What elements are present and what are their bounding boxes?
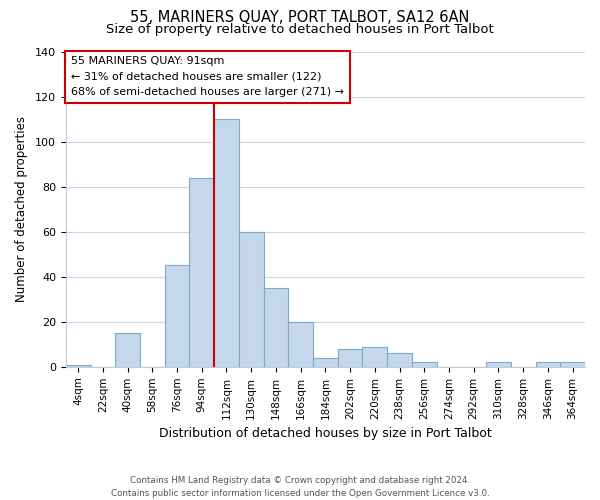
Bar — [66, 364, 91, 367]
Text: 55 MARINERS QUAY: 91sqm
← 31% of detached houses are smaller (122)
68% of semi-d: 55 MARINERS QUAY: 91sqm ← 31% of detache… — [71, 56, 344, 98]
Bar — [338, 349, 362, 367]
Bar — [239, 232, 263, 367]
Y-axis label: Number of detached properties: Number of detached properties — [15, 116, 28, 302]
Bar — [313, 358, 338, 367]
Text: 55, MARINERS QUAY, PORT TALBOT, SA12 6AN: 55, MARINERS QUAY, PORT TALBOT, SA12 6AN — [130, 10, 470, 25]
Bar — [387, 354, 412, 367]
Text: Contains HM Land Registry data © Crown copyright and database right 2024.
Contai: Contains HM Land Registry data © Crown c… — [110, 476, 490, 498]
Bar — [486, 362, 511, 367]
Bar — [289, 322, 313, 367]
Bar — [190, 178, 214, 367]
Text: Size of property relative to detached houses in Port Talbot: Size of property relative to detached ho… — [106, 22, 494, 36]
Bar — [115, 333, 140, 367]
Bar — [560, 362, 585, 367]
Bar — [412, 362, 437, 367]
Bar — [362, 346, 387, 367]
Bar — [263, 288, 289, 367]
Bar — [536, 362, 560, 367]
Bar — [214, 119, 239, 367]
Bar — [164, 266, 190, 367]
X-axis label: Distribution of detached houses by size in Port Talbot: Distribution of detached houses by size … — [159, 427, 492, 440]
